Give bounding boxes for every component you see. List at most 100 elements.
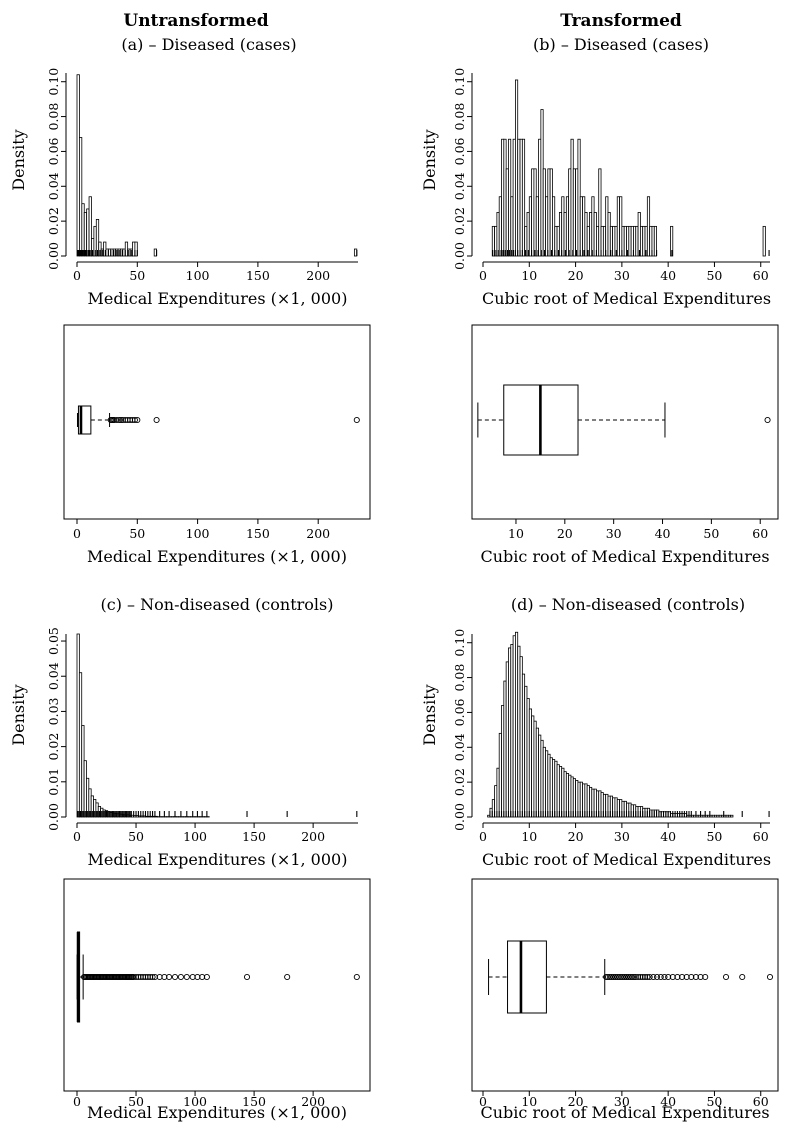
x-axis-label: Cubic root of Medical Expenditures <box>480 547 769 566</box>
outlier-point <box>692 973 699 981</box>
a-hist-histogram: 0 50 100 150 200 Medical Expenditures (×1, 00… <box>9 68 358 308</box>
outlier-point <box>137 973 144 981</box>
x-tick-label: 50 <box>128 1094 144 1109</box>
outlier-point <box>683 973 690 981</box>
outlier-point <box>113 416 120 424</box>
y-tick-label: 0.06 <box>46 137 61 165</box>
y-tick-label: 0.06 <box>452 137 467 165</box>
y-axis-label: Density <box>9 684 28 745</box>
outlier-point <box>166 973 173 981</box>
x-tick-label: 0 <box>73 526 81 541</box>
outlier-point <box>639 973 646 981</box>
outlier-point <box>739 973 746 981</box>
x-tick-label: 10 <box>521 829 537 844</box>
x-tick-label: 30 <box>614 268 630 283</box>
c-hist-histogram: 0 50 100 150 200 Medical Expenditures (×1, 00… <box>9 627 358 869</box>
outlier-point <box>243 973 251 981</box>
x-tick-label: 60 <box>753 1094 769 1109</box>
x-tick-label: 150 <box>246 268 270 283</box>
outlier-point <box>702 973 709 981</box>
outlier-point <box>171 973 179 981</box>
histogram-bar <box>521 138 526 257</box>
a-box-boxplot: 0 50 100 150 200 Medical Expenditures (×1, 00… <box>63 324 371 566</box>
outlier-point <box>130 973 137 981</box>
histogram-bar <box>134 241 138 257</box>
outlier-point <box>140 973 147 981</box>
outlier-point <box>149 973 156 981</box>
x-tick-label: 20 <box>568 1094 584 1109</box>
outlier-point <box>183 973 190 981</box>
x-tick-label: 10 <box>521 268 537 283</box>
outlier-point <box>688 973 695 981</box>
y-tick-label: 0.08 <box>452 103 467 131</box>
outlier-point <box>646 973 653 981</box>
outlier-point <box>697 973 704 981</box>
x-axis-label: Medical Expenditures (×1, 000) <box>87 1103 347 1122</box>
y-tick-label: 0.10 <box>46 68 61 96</box>
x-tick-label: 100 <box>186 268 210 283</box>
x-tick-label: 20 <box>568 829 584 844</box>
x-tick-label: 0 <box>73 1094 81 1109</box>
outlier-point <box>134 416 141 424</box>
outlier-point <box>722 973 730 981</box>
panel-title-b: (b) – Diseased (cases) <box>533 35 709 54</box>
y-tick-label: 0.02 <box>452 768 467 796</box>
d-hist-histogram: 0 10 20 30 40 50 60 Cubic root of Medical Expen… <box>420 629 771 869</box>
histogram-bar <box>598 168 602 257</box>
x-tick-label: 50 <box>128 829 144 844</box>
outlier-point <box>144 973 151 981</box>
histogram-bar <box>730 814 734 818</box>
x-tick-label: 50 <box>706 268 722 283</box>
x-tick-label: 50 <box>706 829 722 844</box>
outlier-point <box>657 973 664 981</box>
outlier-point <box>635 973 642 981</box>
x-tick-label: 150 <box>242 829 266 844</box>
x-tick-label: 50 <box>706 1094 722 1109</box>
x-axis-label: Cubic root of Medical Expenditures <box>482 289 771 308</box>
outlier-point <box>766 973 774 981</box>
histogram-bar <box>88 196 92 257</box>
x-tick-label: 200 <box>301 829 325 844</box>
panel-title-c: (c) – Non-diseased (controls) <box>101 595 334 614</box>
outlier-point <box>644 973 651 981</box>
x-tick-label: 150 <box>246 526 270 541</box>
outlier-point <box>151 973 158 981</box>
x-tick-label: 0 <box>479 829 487 844</box>
x-tick-label: 150 <box>242 1094 266 1109</box>
outlier-point <box>630 973 637 981</box>
y-tick-label: 0.02 <box>452 207 467 235</box>
x-tick-label: 40 <box>660 268 676 283</box>
column-title-transformed: Transformed <box>560 11 682 31</box>
y-tick-label: 0.04 <box>452 733 467 761</box>
x-tick-label: 100 <box>183 1094 207 1109</box>
y-tick-label: 0.06 <box>452 698 467 726</box>
y-tick-label: 0.02 <box>46 733 61 761</box>
x-tick-label: 50 <box>703 526 719 541</box>
y-axis-label: Density <box>420 684 439 745</box>
x-tick-label: 200 <box>306 526 330 541</box>
outlier-point <box>147 973 154 981</box>
x-tick-label: 40 <box>660 829 676 844</box>
outlier-point <box>353 973 360 981</box>
y-tick-label: 0.10 <box>452 629 467 657</box>
x-tick-label: 20 <box>568 268 584 283</box>
boxplot-frame <box>63 878 371 1092</box>
outlier-point <box>641 973 649 981</box>
outlier-point <box>353 416 360 424</box>
y-tick-label: 0.01 <box>46 768 61 796</box>
y-tick-label: 0.05 <box>46 627 61 655</box>
outlier-point <box>161 973 168 981</box>
panel-title-a: (a) – Diseased (cases) <box>121 35 296 54</box>
outlier-point <box>117 416 125 424</box>
x-tick-label: 60 <box>752 526 768 541</box>
y-axis-label: Density <box>9 129 28 190</box>
x-axis-label: Medical Expenditures (×1, 000) <box>88 289 348 308</box>
x-tick-label: 0 <box>73 268 81 283</box>
histogram-bar <box>762 225 766 257</box>
y-tick-label: 0.02 <box>46 207 61 235</box>
x-tick-label: 0 <box>479 1094 487 1109</box>
b-hist-histogram: 0 10 20 30 40 50 60 Cubic root of Medical Expen… <box>420 68 771 308</box>
x-tick-label: 20 <box>557 526 573 541</box>
